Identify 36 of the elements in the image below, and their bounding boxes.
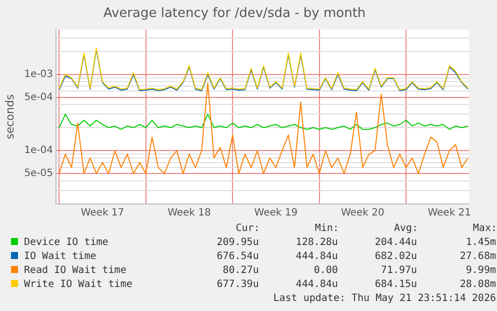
legend-label: IO Wait time xyxy=(23,250,98,264)
text: 677.39u xyxy=(216,278,260,292)
text: 0.00 xyxy=(312,264,339,278)
text: 682.02u xyxy=(374,250,418,264)
text: 676.54u xyxy=(216,250,260,264)
text: Min: xyxy=(314,222,339,236)
text: Avg: xyxy=(392,222,418,236)
text: 684.15u xyxy=(374,278,418,292)
x-tick-label: Week 17 xyxy=(80,208,124,219)
text: 80.27u xyxy=(222,264,260,278)
legend-label: Read IO Wait time xyxy=(23,264,128,278)
text: Max: xyxy=(472,222,497,236)
legend-label: Write IO Wait time xyxy=(23,278,134,292)
chart-title: Average latency for /dev/sda - by month xyxy=(103,6,366,22)
text: 128.28u xyxy=(294,236,339,250)
text: 444.84u xyxy=(294,250,339,264)
x-tick-label: Week 19 xyxy=(254,208,298,219)
y-tick-label: 5e-04 xyxy=(24,92,54,103)
text: 204.44u xyxy=(374,236,418,250)
x-tick-label: Week 18 xyxy=(168,208,211,219)
text: Last update: Thu May 21 23:51:14 2026 xyxy=(272,292,497,306)
text: 9.99m xyxy=(464,264,497,278)
text: Cur: xyxy=(234,222,260,236)
text: 209.95u xyxy=(216,236,260,250)
x-tick-label: Week 20 xyxy=(341,208,384,219)
text: 1.45m xyxy=(464,236,497,250)
y-tick-label: 1e-04 xyxy=(24,145,54,156)
y-axis-title: seconds xyxy=(3,94,16,140)
y-tick-label: 1e-03 xyxy=(24,68,54,80)
text: 71.97u xyxy=(380,264,418,278)
text: 27.68m xyxy=(458,250,497,264)
legend-label: Device IO time xyxy=(23,236,110,250)
text: 28.08m xyxy=(458,278,497,292)
x-tick-label: Week 21 xyxy=(428,208,472,219)
y-tick-label: 5e-05 xyxy=(24,168,54,180)
text: 444.84u xyxy=(294,278,339,292)
